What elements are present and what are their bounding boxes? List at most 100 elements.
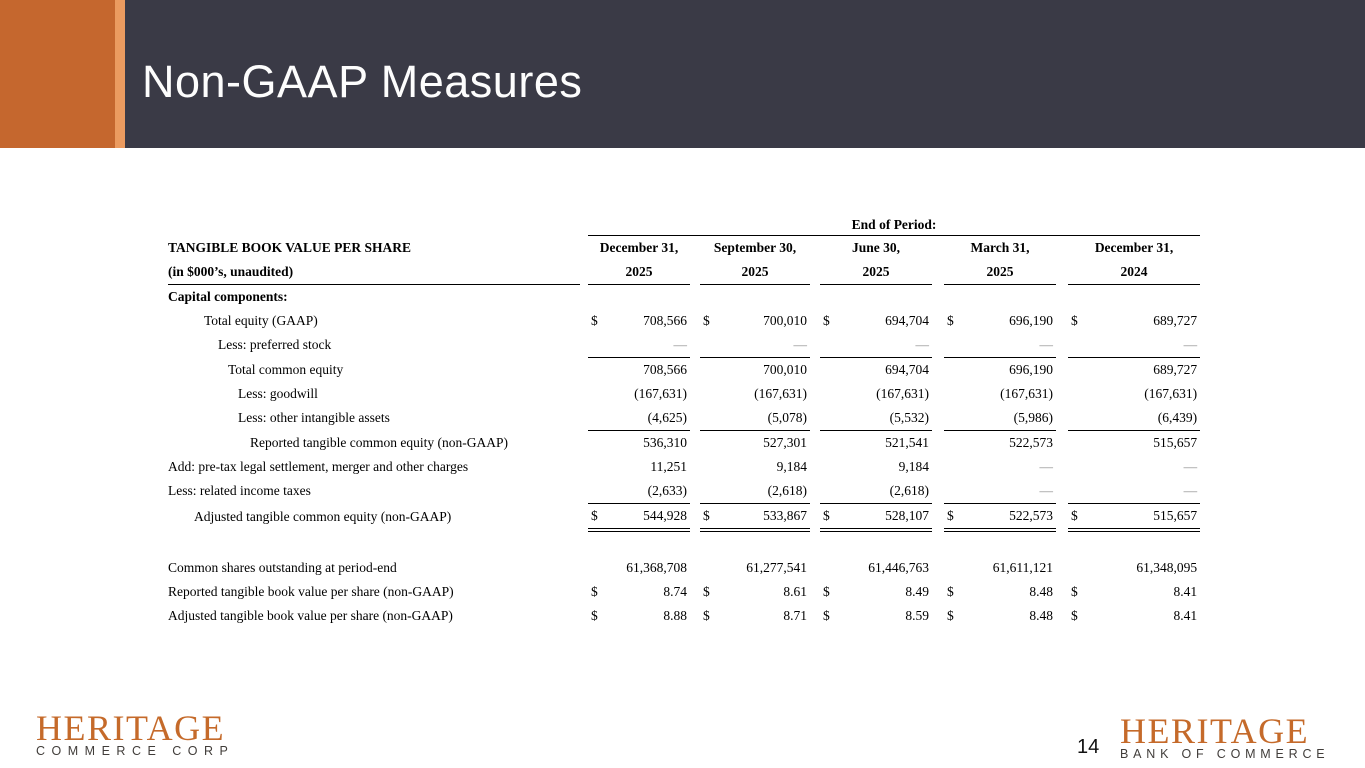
cell-value: (2,618) (889, 482, 929, 498)
cell-value: (2,618) (767, 482, 807, 498)
spacer-cell (1056, 504, 1068, 531)
tangible-book-value-table: End of Period: TANGIBLE BOOK VALUE PER S… (168, 210, 1201, 628)
money-cell: $8.41 (1068, 604, 1200, 628)
cell-value: (167,631) (876, 385, 929, 401)
cell-value: (5,986) (1013, 409, 1053, 425)
spacer-cell (932, 260, 944, 285)
money-cell: 61,277,541 (700, 556, 810, 580)
currency-symbol: $ (947, 507, 954, 523)
spacer-cell (1056, 604, 1068, 628)
money-cell: 9,184 (700, 455, 810, 479)
cell-value: 708,566 (643, 361, 687, 377)
currency-symbol: $ (1071, 507, 1078, 523)
money-cell: (4,625) (588, 406, 690, 431)
cell-value: 696,190 (1009, 312, 1053, 328)
currency-symbol: $ (591, 583, 598, 599)
money-cell: (167,631) (820, 382, 932, 406)
column-header: September 30, (713, 239, 797, 255)
table-row: Less: preferred stock — — — — — (168, 333, 1201, 358)
column-header-row-2: (in $000’s, unaudited) 2025 2025 2025 20… (168, 260, 1201, 285)
spacer-cell (690, 406, 700, 431)
currency-symbol: $ (947, 583, 954, 599)
cell-value: 694,704 (885, 312, 929, 328)
spacer-cell (690, 358, 700, 383)
cell-value: — (1183, 482, 1198, 498)
cell-value: 515,657 (1153, 434, 1198, 450)
cell-value: (5,078) (767, 409, 807, 425)
money-cell: 61,446,763 (820, 556, 932, 580)
row-label: Add: pre-tax legal settlement, merger an… (168, 458, 469, 474)
spacer-cell (932, 504, 944, 531)
currency-symbol: $ (823, 607, 830, 623)
table-row: Less: other intangible assets (4,625) (5,0… (168, 406, 1201, 431)
logo-subtext: COMMERCE CORP (36, 744, 235, 758)
money-cell: $8.48 (944, 580, 1056, 604)
spacer-cell (1056, 260, 1068, 285)
cell-value: 700,010 (763, 361, 807, 377)
spacer-cell (932, 479, 944, 504)
cell-value: 8.41 (1173, 607, 1198, 623)
spacer-cell (690, 431, 700, 456)
money-cell: $694,704 (820, 309, 932, 333)
slide-header: Non-GAAP Measures (0, 0, 1365, 148)
spacer-cell (580, 455, 588, 479)
row-label: Adjusted tangible common equity (non-GAA… (194, 508, 452, 524)
cell-value: — (1183, 336, 1198, 352)
spacer-cell (1056, 333, 1068, 358)
currency-symbol: $ (823, 583, 830, 599)
spacer-cell (690, 236, 700, 261)
spacer-cell (1056, 556, 1068, 580)
cell-value: 694,704 (885, 361, 929, 377)
cell-value: 61,368,708 (626, 559, 687, 575)
currency-symbol: $ (703, 312, 710, 328)
money-cell: $8.74 (588, 580, 690, 604)
currency-symbol: $ (591, 607, 598, 623)
money-cell: $696,190 (944, 309, 1056, 333)
cell-value: 8.48 (1029, 607, 1053, 623)
table-title: TANGIBLE BOOK VALUE PER SHARE (168, 239, 412, 255)
row-label: Less: preferred stock (218, 337, 332, 353)
spacer-cell (810, 406, 820, 431)
row-label: Capital components: (168, 288, 288, 304)
spacer-cell (690, 580, 700, 604)
cell-value: 9,184 (898, 458, 929, 474)
column-header: June 30, (851, 239, 900, 255)
heritage-commerce-corp-logo: HERITAGE COMMERCE CORP (36, 708, 235, 758)
spacer-cell (580, 580, 588, 604)
spacer-cell (580, 431, 588, 456)
cell-value: 544,928 (643, 507, 687, 523)
row-label: Common shares outstanding at period-end (168, 559, 397, 575)
cell-value: (6,439) (1157, 409, 1198, 425)
spacer-cell (810, 382, 820, 406)
money-cell: (2,618) (700, 479, 810, 504)
spacer-cell (1056, 580, 1068, 604)
spacer-cell (690, 604, 700, 628)
cell-value: 8.41 (1173, 583, 1198, 599)
logo-wordmark: HERITAGE (36, 708, 226, 748)
cell-value: 8.59 (905, 607, 929, 623)
money-cell: $8.49 (820, 580, 932, 604)
spacer-cell (690, 382, 700, 406)
cell-value: 700,010 (763, 312, 807, 328)
cell-value: 61,348,095 (1136, 559, 1198, 575)
cell-value: 521,541 (885, 434, 929, 450)
money-cell: — (944, 479, 1056, 504)
cell-value: 9,184 (776, 458, 807, 474)
column-header-year: 2024 (1068, 260, 1201, 285)
spacer-cell (690, 333, 700, 358)
table-row: Reported tangible common equity (non-GAA… (168, 431, 1200, 456)
money-cell: $8.59 (820, 604, 932, 628)
spacer-cell (580, 236, 588, 261)
money-cell: — (944, 333, 1056, 358)
money-cell: 61,611,121 (944, 556, 1056, 580)
spacer-cell (932, 604, 944, 628)
spacer-cell (690, 455, 700, 479)
spacer-cell (580, 260, 588, 285)
cell-value: — (1039, 336, 1054, 352)
cell-value: — (915, 336, 930, 352)
spacer-cell (810, 556, 820, 580)
spacer-cell (932, 358, 944, 383)
cell-value: 522,573 (1009, 507, 1053, 523)
spacer-cell (580, 406, 588, 431)
cell-value: — (1183, 458, 1198, 474)
